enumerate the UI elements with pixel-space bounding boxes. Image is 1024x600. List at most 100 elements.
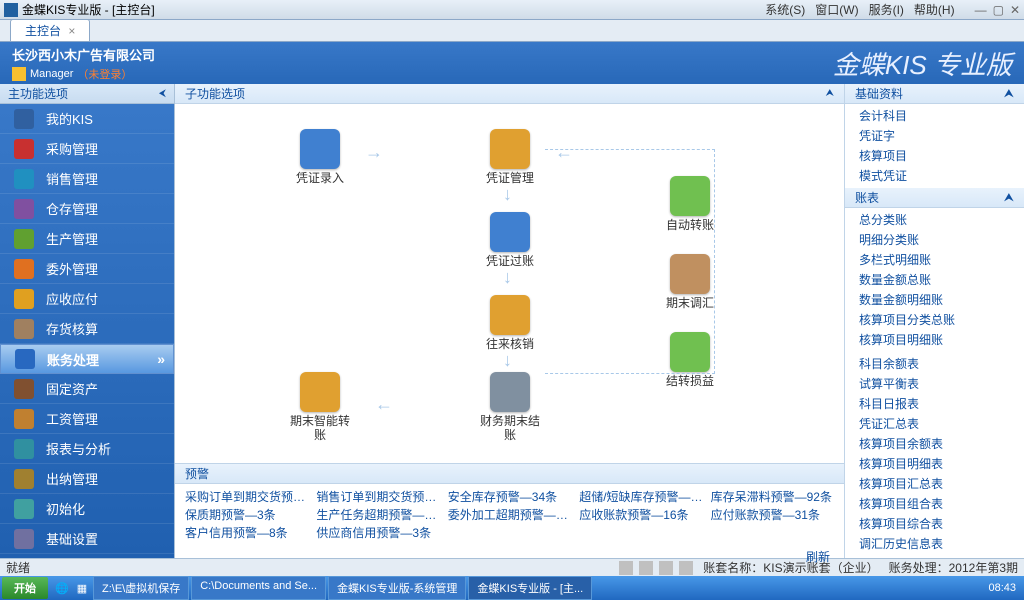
sidebar-label: 应收应付 [46, 289, 98, 308]
sidebar-header: 主功能选项 ⮜ [0, 84, 174, 104]
rightpane-item[interactable]: 核算项目明细表 [845, 454, 1024, 474]
alert-item[interactable]: 保质期预警—3条 [185, 506, 308, 524]
menu-system[interactable]: 系统(S) [765, 1, 805, 18]
alert-item[interactable]: 销售订单到期交货预警... [316, 488, 439, 506]
node-icon [300, 129, 340, 169]
status-icon[interactable] [639, 561, 653, 575]
system-tray: 08:43 [982, 582, 1022, 594]
chevron-right-icon: » [157, 351, 165, 367]
alert-item[interactable]: 安全库存预警—34条 [448, 488, 571, 506]
sidebar-item[interactable]: 工资管理 [0, 404, 174, 434]
maximize-icon[interactable]: ▢ [993, 3, 1004, 17]
sidebar-item[interactable]: 出纳管理 [0, 464, 174, 494]
module-icon [14, 409, 34, 429]
alert-item[interactable]: 采购订单到期交货预警... [185, 488, 308, 506]
menu-help[interactable]: 帮助(H) [914, 1, 955, 18]
rightpane-item[interactable]: 数量金额总账 [845, 270, 1024, 290]
sidebar-label: 委外管理 [46, 259, 98, 278]
menu-window[interactable]: 窗口(W) [815, 1, 858, 18]
module-icon [14, 169, 34, 189]
rightpane-item[interactable]: 调汇历史信息表 [845, 534, 1024, 554]
minimize-icon[interactable]: — [975, 3, 987, 17]
collapse-icon[interactable]: ⮝ [826, 88, 835, 99]
sidebar-label: 固定资产 [46, 379, 98, 398]
rightpane-item[interactable]: 核算项目分类总账 [845, 310, 1024, 330]
taskbar-button[interactable]: 金蝶KIS专业版 - [主... [468, 576, 592, 600]
sidebar-item[interactable]: 生产管理 [0, 224, 174, 254]
rightpane-item[interactable]: 试算平衡表 [845, 374, 1024, 394]
status-icon[interactable] [619, 561, 633, 575]
workflow-canvas: 凭证录入凭证管理自动转账凭证过账期末调汇往来核销结转损益期末智能转账财务期末结账… [175, 104, 844, 463]
rightpane-item[interactable]: 科目日报表 [845, 394, 1024, 414]
collapse-icon[interactable]: ⮝ [1004, 86, 1014, 101]
alert-item[interactable]: 客户信用预警—8条 [185, 524, 308, 542]
taskbar-items: Z:\E\虚拟机保存C:\Documents and Se...金蝶KIS专业版… [92, 576, 593, 600]
node-label: 财务期末结账 [475, 414, 545, 443]
sidebar-title: 主功能选项 [8, 85, 68, 102]
sidebar-item[interactable]: 固定资产 [0, 374, 174, 404]
tab-close-icon[interactable]: × [68, 24, 75, 38]
workflow-node[interactable]: 往来核销 [475, 295, 545, 351]
sidebar-item[interactable]: 销售管理 [0, 164, 174, 194]
workflow-node[interactable]: 凭证过账 [475, 212, 545, 268]
alerts-header: 预警 [175, 464, 844, 484]
alert-item[interactable]: 应收账款预警—16条 [579, 506, 702, 524]
taskbar-button[interactable]: C:\Documents and Se... [191, 576, 326, 600]
rightpane-item[interactable]: 多栏式明细账 [845, 250, 1024, 270]
sidebar-item[interactable]: 存货核算 [0, 314, 174, 344]
rightpane-item[interactable]: 模式凭证 [845, 166, 1024, 186]
alert-item[interactable]: 供应商信用预警—3条 [316, 524, 439, 542]
status-icon[interactable] [679, 561, 693, 575]
workflow-node[interactable]: 凭证录入 [285, 129, 355, 185]
workflow-node[interactable]: 凭证管理 [475, 129, 545, 185]
rightpane-item[interactable]: 核算项目组合表 [845, 494, 1024, 514]
sidebar-item[interactable]: 我的KIS [0, 104, 174, 134]
sidebar-item[interactable]: 初始化 [0, 494, 174, 524]
sidebar-item[interactable]: 采购管理 [0, 134, 174, 164]
alert-item[interactable]: 委外加工超期预警—12条 [448, 506, 571, 524]
alert-item[interactable]: 应付账款预警—31条 [711, 506, 834, 524]
alert-item[interactable]: 生产任务超期预警—9条 [316, 506, 439, 524]
alert-item[interactable]: 库存呆滞料预警—92条 [711, 488, 834, 506]
taskbar: 开始 🌐 ▦ Z:\E\虚拟机保存C:\Documents and Se...金… [0, 576, 1024, 600]
menubar: 系统(S) 窗口(W) 服务(I) 帮助(H) [765, 1, 954, 18]
sidebar-item[interactable]: 报表与分析 [0, 434, 174, 464]
menu-service[interactable]: 服务(I) [869, 1, 904, 18]
collapse-icon[interactable]: ⮝ [1004, 190, 1014, 205]
sidebar-item[interactable]: 仓存管理 [0, 194, 174, 224]
sidebar: 主功能选项 ⮜ 我的KIS 采购管理销售管理仓存管理生产管理委外管理应收应付存货核… [0, 84, 175, 558]
rightpane-item[interactable]: 数量金额明细账 [845, 290, 1024, 310]
sidebar-item[interactable]: 应收应付 [0, 284, 174, 314]
module-icon [14, 319, 34, 339]
rightpane-item[interactable]: 会计科目 [845, 106, 1024, 126]
sidebar-label: 采购管理 [46, 139, 98, 158]
workflow-node[interactable]: 财务期末结账 [475, 372, 545, 443]
taskbar-button[interactable]: 金蝶KIS专业版-系统管理 [328, 576, 466, 600]
collapse-icon[interactable]: ⮜ [159, 88, 166, 99]
alert-item[interactable]: 超储/短缺库存预警—61条 [579, 488, 702, 506]
arrow-icon: ↓ [503, 184, 512, 205]
taskbar-button[interactable]: Z:\E\虚拟机保存 [93, 576, 189, 600]
rightpane-item[interactable]: 凭证汇总表 [845, 414, 1024, 434]
rightpane-item[interactable]: 科目余额表 [845, 354, 1024, 374]
sidebar-item[interactable]: 账务处理» [0, 344, 174, 374]
module-icon [14, 499, 34, 519]
sidebar-item[interactable]: 委外管理 [0, 254, 174, 284]
rightpane-item[interactable]: 核算项目余额表 [845, 434, 1024, 454]
rightpane-item[interactable]: 核算项目汇总表 [845, 474, 1024, 494]
quicklaunch-icon[interactable]: ▦ [72, 579, 92, 597]
rightpane-item[interactable]: 核算项目明细账 [845, 330, 1024, 350]
quicklaunch-icon[interactable]: 🌐 [52, 579, 72, 597]
sidebar-label: 存货核算 [46, 319, 98, 338]
tab-console[interactable]: 主控台 × [10, 19, 90, 41]
start-button[interactable]: 开始 [2, 577, 48, 599]
sidebar-item[interactable]: 基础设置 [0, 524, 174, 554]
close-icon[interactable]: ✕ [1010, 3, 1020, 17]
rightpane-item[interactable]: 明细分类账 [845, 230, 1024, 250]
rightpane-item[interactable]: 总分类账 [845, 210, 1024, 230]
rightpane-item[interactable]: 核算项目 [845, 146, 1024, 166]
status-icon[interactable] [659, 561, 673, 575]
workflow-node[interactable]: 期末智能转账 [285, 372, 355, 443]
rightpane-item[interactable]: 凭证字 [845, 126, 1024, 146]
rightpane-item[interactable]: 核算项目综合表 [845, 514, 1024, 534]
